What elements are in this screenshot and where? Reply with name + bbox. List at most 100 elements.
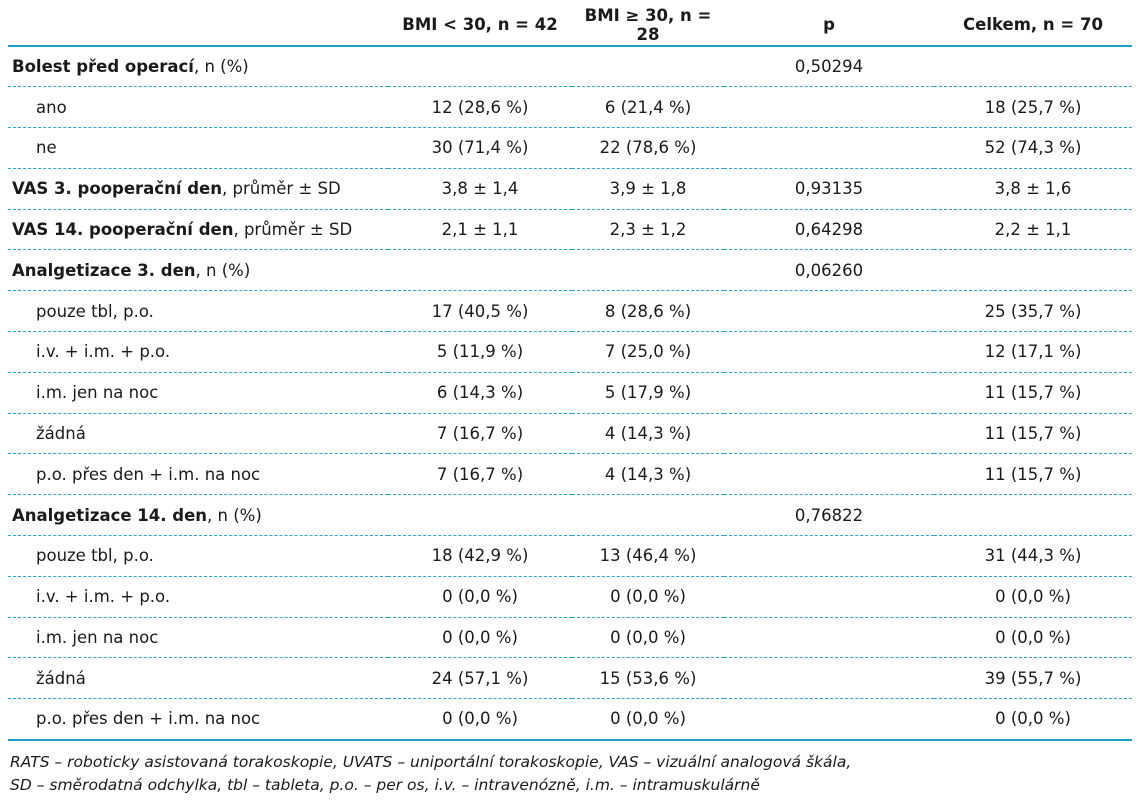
table-row: i.v. + i.m. + p.o. 0 (0,0 %) 0 (0,0 %) 0 (0… xyxy=(8,576,1132,618)
cell-total: 31 (44,3 %) xyxy=(934,535,1132,577)
header-cell-p: p xyxy=(724,4,934,47)
cell-p-value xyxy=(724,127,934,169)
table-row: Analgetizace 3. den, n (%) 0,06260 xyxy=(8,249,1132,292)
row-label-text: , n (%) xyxy=(207,505,262,525)
row-label-text: pouze tbl, p.o. xyxy=(36,546,154,566)
cell-bmi-over-30 xyxy=(572,46,724,88)
table-row: žádná 7 (16,7 %) 4 (14,3 %) 11 (15,7 %) xyxy=(8,413,1132,455)
row-label-text: , n (%) xyxy=(195,260,251,280)
cell-bmi-over-30: 5 (17,9 %) xyxy=(572,372,724,414)
cell-p-value xyxy=(724,331,934,373)
row-label-bold: Analgetizace 3. den xyxy=(12,260,196,280)
row-label: pouze tbl, p.o. xyxy=(8,290,388,333)
row-label: i.v. + i.m. + p.o. xyxy=(8,576,388,618)
row-label-text: žádná xyxy=(36,668,86,688)
cell-bmi-under-30: 0 (0,0 %) xyxy=(388,576,572,618)
header-cell-bmi-under-30: BMI < 30, n = 42 xyxy=(388,4,572,47)
table-row: Bolest před operací, n (%) 0,50294 xyxy=(8,46,1132,88)
table-row: p.o. přes den + i.m. na noc 0 (0,0 %) 0 (0… xyxy=(8,698,1132,741)
cell-bmi-under-30: 7 (16,7 %) xyxy=(388,413,572,455)
row-label: VAS 14. pooperační den, průměr ± SD xyxy=(8,209,388,251)
row-label: ne xyxy=(8,127,388,169)
table-row: ne 30 (71,4 %) 22 (78,6 %) 52 (74,3 %) xyxy=(8,127,1132,169)
cell-bmi-under-30: 7 (16,7 %) xyxy=(388,453,572,496)
cell-bmi-under-30 xyxy=(388,249,572,292)
cell-total: 25 (35,7 %) xyxy=(934,290,1132,333)
cell-bmi-under-30: 17 (40,5 %) xyxy=(388,290,572,333)
row-label-bold: VAS 3. pooperační den xyxy=(12,179,222,199)
results-table: BMI < 30, n = 42 BMI ≥ 30, n = 28 p Celk… xyxy=(8,4,1132,741)
cell-bmi-over-30 xyxy=(572,249,724,292)
row-label-text: i.v. + i.m. + p.o. xyxy=(36,587,171,607)
cell-total: 3,8 ± 1,6 xyxy=(934,168,1132,210)
cell-total: 0 (0,0 %) xyxy=(934,617,1132,659)
row-label: Bolest před operací, n (%) xyxy=(8,46,388,88)
row-label-text: ano xyxy=(36,97,67,117)
cell-bmi-over-30: 13 (46,4 %) xyxy=(572,535,724,577)
cell-bmi-under-30: 6 (14,3 %) xyxy=(388,372,572,414)
cell-bmi-over-30: 0 (0,0 %) xyxy=(572,576,724,618)
cell-p-value xyxy=(724,290,934,333)
cell-p-value xyxy=(724,617,934,659)
row-label-bold: VAS 14. pooperační den xyxy=(12,220,234,240)
cell-bmi-under-30: 5 (11,9 %) xyxy=(388,331,572,373)
row-label-text: pouze tbl, p.o. xyxy=(36,301,154,321)
cell-bmi-under-30 xyxy=(388,46,572,88)
cell-p-value xyxy=(724,86,934,129)
cell-total: 39 (55,7 %) xyxy=(934,657,1132,700)
table-row: ano 12 (28,6 %) 6 (21,4 %) 18 (25,7 %) xyxy=(8,86,1132,129)
cell-total xyxy=(934,494,1132,537)
row-label-text: p.o. přes den + i.m. na noc xyxy=(36,464,261,484)
table-container: BMI < 30, n = 42 BMI ≥ 30, n = 28 p Celk… xyxy=(8,4,1132,797)
cell-bmi-over-30: 4 (14,3 %) xyxy=(572,453,724,496)
row-label-bold: Analgetizace 14. den xyxy=(12,505,208,525)
row-label: pouze tbl, p.o. xyxy=(8,535,388,577)
row-label-text: žádná xyxy=(36,424,86,444)
cell-total: 11 (15,7 %) xyxy=(934,413,1132,455)
row-label-text: , n (%) xyxy=(193,57,249,77)
row-label: Analgetizace 3. den, n (%) xyxy=(8,249,388,292)
cell-total: 11 (15,7 %) xyxy=(934,453,1132,496)
cell-p-value xyxy=(724,657,934,700)
row-label: VAS 3. pooperační den, průměr ± SD xyxy=(8,168,388,210)
cell-total: 52 (74,3 %) xyxy=(934,127,1132,169)
table-row: VAS 3. pooperační den, průměr ± SD 3,8 ± … xyxy=(8,168,1132,210)
cell-p-value: 0,50294 xyxy=(724,46,934,88)
cell-bmi-under-30: 24 (57,1 %) xyxy=(388,657,572,700)
cell-total: 12 (17,1 %) xyxy=(934,331,1132,373)
row-label-text: , průměr ± SD xyxy=(221,179,341,199)
cell-bmi-over-30: 15 (53,6 %) xyxy=(572,657,724,700)
cell-p-value: 0,64298 xyxy=(724,209,934,251)
cell-p-value: 0,93135 xyxy=(724,168,934,210)
cell-p-value xyxy=(724,698,934,741)
cell-total xyxy=(934,249,1132,292)
cell-bmi-under-30: 0 (0,0 %) xyxy=(388,617,572,659)
row-label-text: , průměr ± SD xyxy=(233,220,353,240)
cell-total: 2,2 ± 1,1 xyxy=(934,209,1132,251)
row-label: Analgetizace 14. den, n (%) xyxy=(8,494,388,537)
table-footnote: RATS – roboticky asistovaná torakoskopie… xyxy=(8,751,1132,797)
table-row: i.v. + i.m. + p.o. 5 (11,9 %) 7 (25,0 %) 12… xyxy=(8,331,1132,373)
cell-bmi-under-30: 18 (42,9 %) xyxy=(388,535,572,577)
cell-p-value xyxy=(724,576,934,618)
cell-total: 0 (0,0 %) xyxy=(934,576,1132,618)
header-cell-total: Celkem, n = 70 xyxy=(934,4,1132,47)
row-label-text: i.v. + i.m. + p.o. xyxy=(36,342,171,362)
row-label: p.o. přes den + i.m. na noc xyxy=(8,698,388,741)
cell-bmi-over-30: 6 (21,4 %) xyxy=(572,86,724,129)
cell-bmi-over-30: 0 (0,0 %) xyxy=(572,698,724,741)
row-label-text: i.m. jen na noc xyxy=(36,628,159,648)
header-cell-label xyxy=(8,4,388,47)
cell-p-value: 0,76822 xyxy=(724,494,934,537)
cell-bmi-over-30: 2,3 ± 1,2 xyxy=(572,209,724,251)
table-row: pouze tbl, p.o. 18 (42,9 %) 13 (46,4 %) 31 … xyxy=(8,535,1132,577)
row-label: p.o. přes den + i.m. na noc xyxy=(8,453,388,496)
row-label-text: p.o. přes den + i.m. na noc xyxy=(36,709,261,729)
cell-bmi-under-30: 12 (28,6 %) xyxy=(388,86,572,129)
cell-bmi-under-30: 3,8 ± 1,4 xyxy=(388,168,572,210)
row-label-text: ne xyxy=(36,138,57,158)
footnote-line: RATS – roboticky asistovaná torakoskopie… xyxy=(10,752,852,771)
cell-p-value xyxy=(724,413,934,455)
header-cell-bmi-over-30: BMI ≥ 30, n = 28 xyxy=(572,4,724,47)
row-label-text: i.m. jen na noc xyxy=(36,383,159,403)
